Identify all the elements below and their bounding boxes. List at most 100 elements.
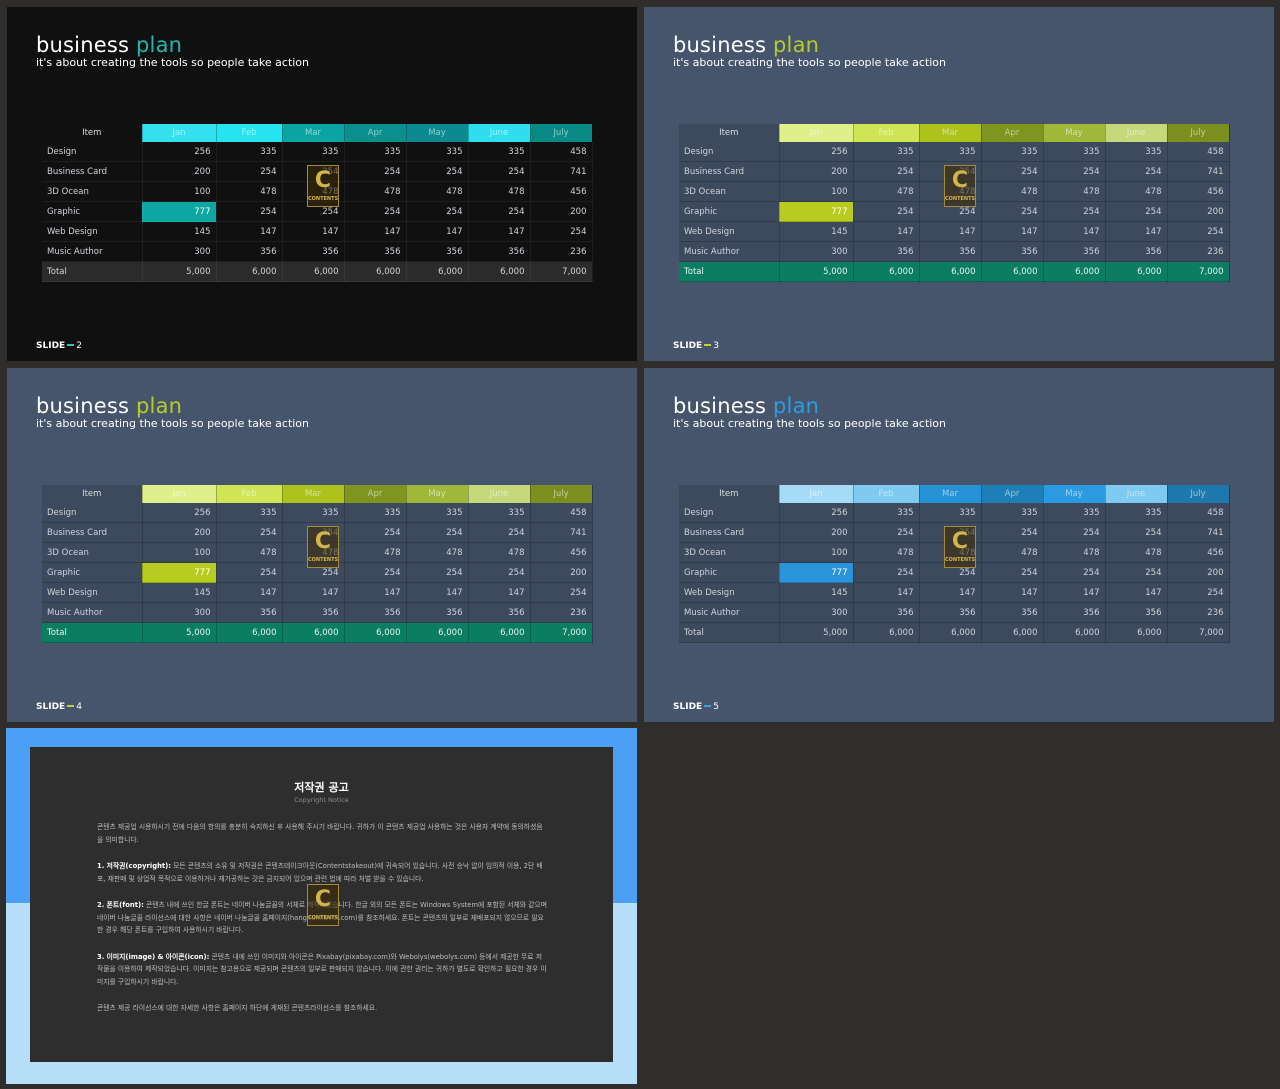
table-cell: 254 bbox=[530, 582, 593, 603]
table-cell: 335 bbox=[919, 503, 982, 523]
total-cell: 6,000 bbox=[282, 622, 345, 643]
table-cell: 478 bbox=[344, 542, 407, 563]
table-cell: 254 bbox=[1043, 201, 1106, 222]
total-cell: 6,000 bbox=[981, 622, 1044, 643]
table-cell: 478 bbox=[1043, 181, 1106, 202]
total-cell: 6,000 bbox=[344, 622, 407, 643]
table-cell: 254 bbox=[853, 522, 920, 543]
table-cell: 200 bbox=[779, 522, 854, 543]
total-label: Total bbox=[679, 261, 780, 282]
table-cell: 200 bbox=[530, 201, 593, 222]
slide-2[interactable]: business plan it's about creating the to… bbox=[7, 7, 637, 361]
table-cell: 356 bbox=[468, 241, 531, 262]
table-cell: 335 bbox=[216, 142, 283, 162]
table-cell: 356 bbox=[1105, 602, 1168, 623]
row-label: Design bbox=[42, 142, 143, 162]
column-header: Jan bbox=[779, 124, 854, 142]
table-cell: 335 bbox=[406, 503, 469, 523]
table-cell: 254 bbox=[981, 562, 1044, 583]
row-label: Graphic bbox=[679, 201, 780, 222]
total-cell: 6,000 bbox=[919, 261, 982, 282]
table-cell: 147 bbox=[406, 582, 469, 603]
total-cell: 7,000 bbox=[530, 622, 593, 643]
total-label: Total bbox=[679, 622, 780, 643]
table-row: Music Author 300 356 356 356 356 356 236 bbox=[679, 241, 1230, 262]
table-cell: 254 bbox=[1105, 522, 1168, 543]
copyright-notice-slide[interactable]: 저작권 공고 Copyright Notice 콘텐츠 제공업 시용하시기 전에… bbox=[6, 728, 637, 1084]
total-cell: 6,000 bbox=[1105, 622, 1168, 643]
table-cell: 300 bbox=[142, 602, 217, 623]
table-cell: 335 bbox=[1105, 503, 1168, 523]
table-row: Web Design 145 147 147 147 147 147 254 bbox=[679, 221, 1230, 242]
slide-3[interactable]: business plan it's about creating the to… bbox=[644, 7, 1274, 361]
total-cell: 6,000 bbox=[216, 261, 283, 282]
table-row: Design 256 335 335 335 335 335 458 bbox=[679, 142, 1230, 162]
table-cell: 147 bbox=[1105, 221, 1168, 242]
column-header: July bbox=[1167, 485, 1230, 503]
total-cell: 6,000 bbox=[216, 622, 283, 643]
slide-subtitle: it's about creating the tools so people … bbox=[36, 417, 310, 430]
table-cell: 458 bbox=[1167, 503, 1230, 523]
table-cell: 147 bbox=[981, 582, 1044, 603]
table-cell: 478 bbox=[853, 542, 920, 563]
table-cell: 200 bbox=[779, 161, 854, 182]
table-cell: 478 bbox=[406, 542, 469, 563]
total-cell: 6,000 bbox=[1105, 261, 1168, 282]
table-cell: 200 bbox=[1167, 562, 1230, 583]
table-cell: 254 bbox=[344, 522, 407, 543]
table-header-row: Item Jan Feb Mar Apr May June July bbox=[42, 124, 593, 142]
table-cell: 145 bbox=[779, 221, 854, 242]
row-label: Web Design bbox=[679, 221, 780, 242]
table-cell: 254 bbox=[853, 201, 920, 222]
table-row: Design 256 335 335 335 335 335 458 bbox=[42, 142, 593, 162]
slide-number: 4 bbox=[76, 702, 82, 712]
total-cell: 6,000 bbox=[406, 622, 469, 643]
slide-title: business plan bbox=[36, 33, 183, 57]
table-cell: 254 bbox=[1105, 161, 1168, 182]
table-cell: 456 bbox=[530, 542, 593, 563]
total-cell: 6,000 bbox=[1043, 261, 1106, 282]
table-cell: 254 bbox=[216, 201, 283, 222]
slide-4[interactable]: business plan it's about creating the to… bbox=[7, 368, 637, 722]
column-header: June bbox=[468, 124, 531, 142]
row-label: Graphic bbox=[42, 201, 143, 222]
total-row: Total 5,000 6,000 6,000 6,000 6,000 6,000 7,000 bbox=[42, 622, 593, 643]
table-cell: 356 bbox=[1043, 602, 1106, 623]
slide-5[interactable]: business plan it's about creating the to… bbox=[644, 368, 1274, 722]
table-cell: 254 bbox=[981, 522, 1044, 543]
total-row: Total 5,000 6,000 6,000 6,000 6,000 6,000 7,000 bbox=[679, 622, 1230, 643]
column-header: June bbox=[468, 485, 531, 503]
watermark-logo: C CONTENTS bbox=[307, 884, 339, 926]
watermark-logo: C CONTENTS bbox=[944, 165, 976, 207]
total-cell: 7,000 bbox=[1167, 622, 1230, 643]
row-label: Graphic bbox=[42, 562, 143, 583]
table-cell: 335 bbox=[981, 142, 1044, 162]
table-cell: 335 bbox=[981, 503, 1044, 523]
table-cell: 254 bbox=[216, 562, 283, 583]
table-cell: 300 bbox=[779, 602, 854, 623]
table-cell: 478 bbox=[216, 181, 283, 202]
total-row: Total 5,000 6,000 6,000 6,000 6,000 6,000 7,000 bbox=[679, 261, 1230, 282]
table-cell: 147 bbox=[468, 582, 531, 603]
table-cell: 254 bbox=[1105, 562, 1168, 583]
table-cell: 145 bbox=[142, 582, 217, 603]
column-header: June bbox=[1105, 124, 1168, 142]
column-header: Feb bbox=[853, 124, 920, 142]
table-cell: 254 bbox=[1105, 201, 1168, 222]
column-header-item: Item bbox=[42, 485, 143, 503]
table-cell: 478 bbox=[853, 181, 920, 202]
table-cell: 356 bbox=[1105, 241, 1168, 262]
column-header-item: Item bbox=[42, 124, 143, 142]
table-cell: 335 bbox=[853, 503, 920, 523]
table-cell: 200 bbox=[1167, 201, 1230, 222]
column-header-item: Item bbox=[679, 485, 780, 503]
column-header: May bbox=[406, 485, 469, 503]
table-cell: 356 bbox=[216, 241, 283, 262]
table-cell: 256 bbox=[779, 142, 854, 162]
table-cell: 356 bbox=[282, 241, 345, 262]
table-cell: 147 bbox=[1105, 582, 1168, 603]
table-cell: 147 bbox=[468, 221, 531, 242]
column-header: Mar bbox=[282, 485, 345, 503]
table-cell: 741 bbox=[1167, 161, 1230, 182]
column-header: Apr bbox=[344, 124, 407, 142]
